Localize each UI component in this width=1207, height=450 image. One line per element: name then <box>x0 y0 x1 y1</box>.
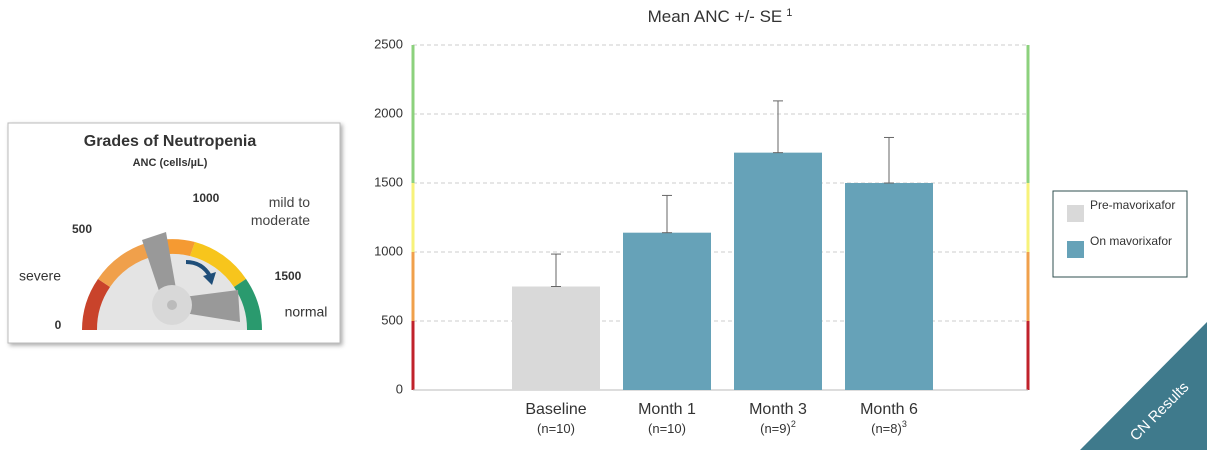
sample-size-text: (n=10) <box>648 421 686 436</box>
sample-size-text: (n=8) <box>871 421 902 436</box>
legend-swatch <box>1067 205 1084 222</box>
grade-band <box>1027 321 1030 390</box>
ribbon: CN Results <box>1080 322 1207 450</box>
sample-note: 2 <box>791 419 796 429</box>
grade-band <box>412 321 415 390</box>
grade-band <box>412 45 415 183</box>
legend-label: Pre-mavorixafor <box>1090 199 1185 212</box>
bar <box>512 287 600 391</box>
y-tick-label: 2000 <box>374 105 403 120</box>
legend-label-box: Pre-mavorixafor <box>1090 199 1185 231</box>
grade-band <box>1027 45 1030 183</box>
x-tick-label: Month 3 <box>749 401 807 418</box>
x-tick-label: Month 1 <box>638 401 696 418</box>
gauge-scale-label: 1000 <box>193 191 220 205</box>
y-tick-label: 0 <box>396 381 403 396</box>
page: Grades of Neutropenia ANC (cells/µL) 0 5… <box>0 0 1207 450</box>
grade-band <box>1027 252 1030 321</box>
x-tick-label: Month 6 <box>860 401 918 418</box>
sample-size: (n=8)3 <box>871 419 907 436</box>
grade-band <box>412 252 415 321</box>
sample-size: (n=10) <box>648 421 686 436</box>
sample-size-text: (n=9) <box>760 421 791 436</box>
gauge-subtitle: ANC (cells/µL) <box>133 157 208 169</box>
error-bar <box>773 101 783 153</box>
legend-swatch <box>1067 241 1084 258</box>
error-bar <box>884 137 894 183</box>
error-bar <box>662 195 672 232</box>
x-tick-label: Baseline <box>525 401 586 418</box>
grade-band <box>1027 183 1030 252</box>
grade-label: normal <box>285 304 328 320</box>
grade-label-box: mild to moderate <box>228 193 310 235</box>
sample-size: (n=10) <box>537 421 575 436</box>
grade-label: mild to moderate <box>228 193 310 229</box>
y-tick-label: 500 <box>381 312 403 327</box>
bar <box>623 233 711 390</box>
title-note: 1 <box>786 7 792 19</box>
gauge-title: Grades of Neutropenia <box>84 133 257 150</box>
title-text: Mean ANC +/- SE <box>648 7 783 26</box>
sample-note: 3 <box>902 419 907 429</box>
y-tick-label: 2500 <box>374 36 403 51</box>
y-tick-label: 1500 <box>374 174 403 189</box>
sample-size: (n=9)2 <box>760 419 796 436</box>
grade-band <box>412 183 415 252</box>
gauge-scale-label: 500 <box>72 222 92 236</box>
error-bar <box>551 254 561 286</box>
gauge-scale-label: 0 <box>55 318 62 332</box>
bar <box>845 183 933 390</box>
grade-label: severe <box>19 268 61 284</box>
y-tick-label: 1000 <box>374 243 403 258</box>
legend-label-box: On mavorixafor <box>1090 235 1185 267</box>
sample-size-text: (n=10) <box>537 421 575 436</box>
legend-label: On mavorixafor <box>1090 235 1185 248</box>
gauge-scale-label: 1500 <box>275 269 302 283</box>
bar <box>734 153 822 390</box>
